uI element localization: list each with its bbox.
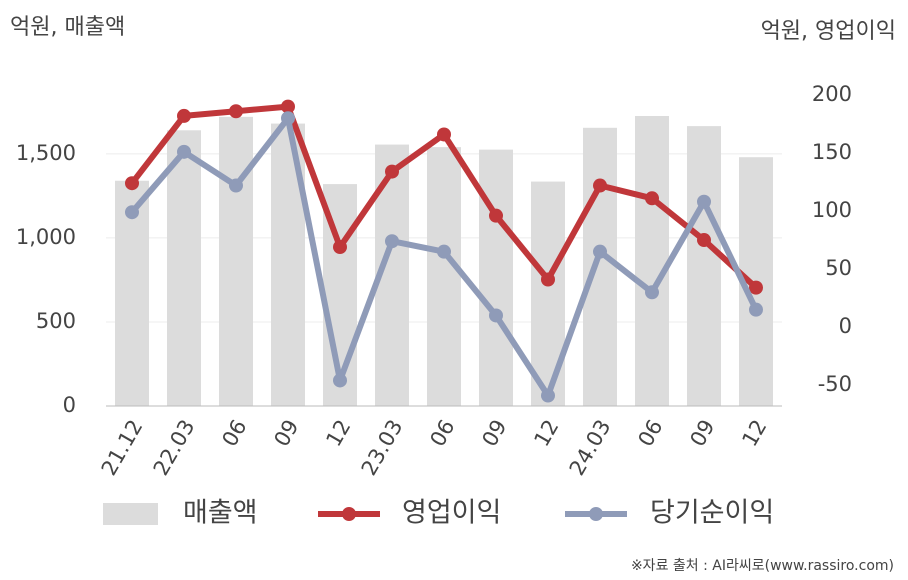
point [385,164,399,179]
y2-tick-label: 50 [825,256,852,280]
x-tick-label: 12 [321,416,355,451]
point [125,176,139,191]
y-tick-label: 1,500 [16,141,76,165]
legend-marker [342,507,356,521]
legend-label: 매출액 [183,498,258,529]
bar [167,130,201,406]
point [437,244,451,259]
y-tick-label: 500 [36,309,76,333]
x-tick-label: 23.03 [357,416,408,480]
x-tick-label: 06 [217,416,251,451]
legend-label: 당기순이익 [650,498,774,529]
y2-tick-label: 200 [812,82,852,106]
point [229,178,243,193]
point [645,285,659,300]
legend-marker [589,507,603,521]
x-tick-label: 06 [633,416,667,451]
y-axis-label: 억원, 매출액 [10,15,125,40]
point [541,388,555,403]
point [125,205,139,220]
point [645,191,659,206]
x-tick-label: 09 [269,416,303,451]
x-tick-label: 12 [737,416,771,451]
point [385,234,399,249]
legend-label: 영업이익 [402,498,501,529]
x-tick-label: 21.12 [97,416,148,480]
bar [427,147,461,406]
bar [635,116,669,406]
point [697,233,711,248]
point [593,244,607,259]
y2-tick-label: 0 [839,314,852,338]
point [541,272,555,287]
x-tick-label: 09 [477,416,511,451]
y-tick-label: 0 [63,393,76,417]
point [333,373,347,388]
x-tick-label: 24.03 [565,416,616,480]
x-tick-label: 22.03 [149,416,200,480]
point [177,144,191,159]
y2-axis-label: 억원, 영업이익 [761,19,896,44]
y2-tick-label: 150 [812,140,852,164]
point [281,111,295,126]
point [333,240,347,255]
x-tick-label: 12 [529,416,563,451]
bar [479,149,513,406]
point [749,280,763,295]
source: ※자료 출처 : AI라씨로(www.rassiro.com) [631,558,894,574]
y-tick-label: 1,000 [16,225,76,249]
point [593,178,607,193]
legend-swatch [103,503,158,525]
y2-tick-label: 100 [812,198,852,222]
x-tick-label: 06 [425,416,459,451]
point [281,99,295,114]
point [697,194,711,209]
bar [583,127,617,407]
bar [687,126,721,406]
point [177,108,191,123]
y2-tick-label: -50 [818,372,852,396]
point [229,104,243,119]
x-tick-label: 09 [685,416,719,451]
point [749,302,763,317]
point [489,308,503,323]
point [489,208,503,223]
point [437,127,451,142]
bar [219,116,253,406]
